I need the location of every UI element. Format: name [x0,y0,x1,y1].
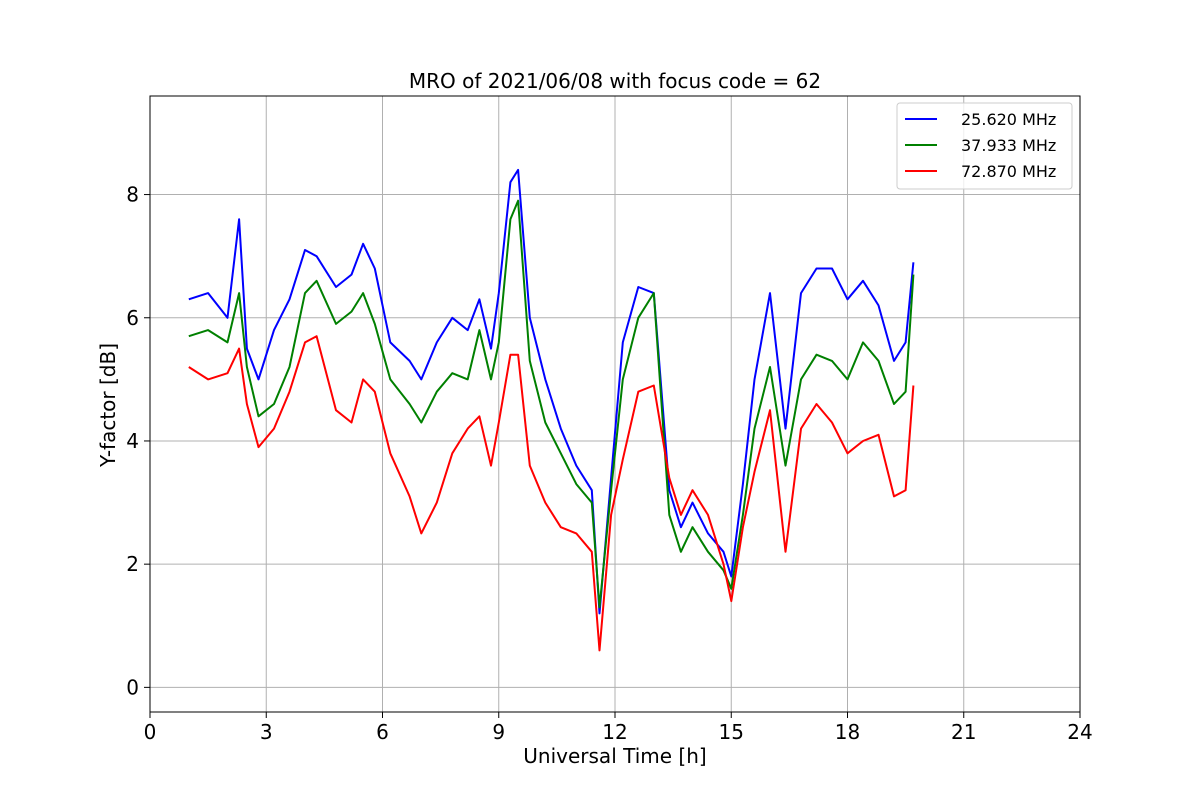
series-layer [188,168,915,652]
legend: 25.620 MHz 37.933 MHz 72.870 MHz [896,102,1073,190]
x-tick-label: 9 [492,720,505,744]
y-tick-label: 0 [126,675,139,699]
y-tick-label: 4 [126,429,139,453]
x-tick-label: 3 [260,720,273,744]
y-tick-label: 6 [126,306,139,330]
x-tick-label: 21 [951,720,976,744]
y-axis-label: Y-factor [dB] [96,343,120,468]
series-line-2 [188,199,915,609]
x-tick-label: 24 [1067,720,1092,744]
chart-title: MRO of 2021/06/08 with focus code = 62 [409,69,821,93]
y-tick-label: 2 [126,552,139,576]
legend-entry-label: 72.870 MHz [961,162,1056,181]
legend-entry-label: 25.620 MHz [961,110,1056,129]
x-tick-label: 6 [376,720,389,744]
x-tick-label: 15 [719,720,744,744]
y-tick-label: 8 [126,183,139,207]
x-tick-label: 0 [144,720,157,744]
x-axis-label: Universal Time [h] [523,744,706,768]
legend-entry-label: 37.933 MHz [961,136,1056,155]
series-line-1 [188,168,915,615]
legend-box [896,102,1073,190]
x-tick-label: 12 [602,720,627,744]
series-line-3 [188,335,915,652]
x-tick-label: 18 [835,720,860,744]
